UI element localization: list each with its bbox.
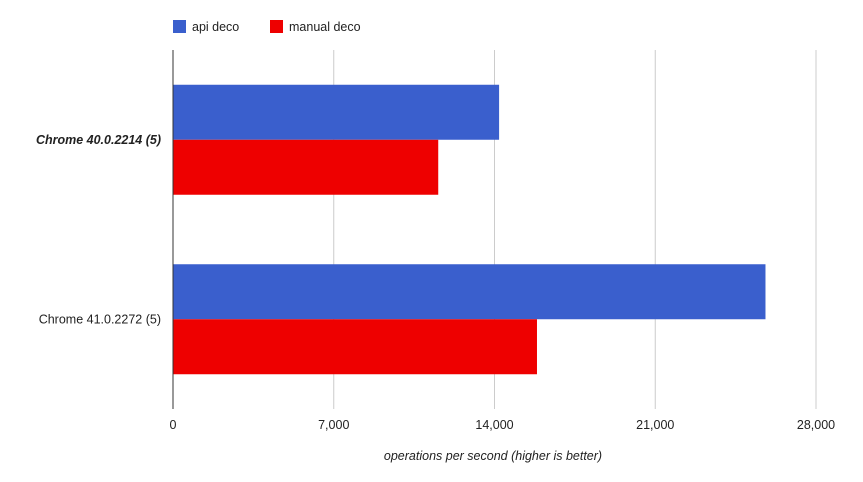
- x-tick-label-2: 7,000: [318, 418, 349, 432]
- x-tick-label-4: 21,000: [636, 418, 674, 432]
- bar-api-deco-1: [173, 84, 500, 140]
- bars: [173, 84, 766, 375]
- category-label-2: Chrome 41.0.2272 (5): [39, 312, 161, 326]
- x-tick-label-3: 14,000: [475, 418, 513, 432]
- category-labels: Chrome 40.0.2214 (5) Chrome 41.0.2272 (5): [36, 133, 161, 327]
- legend-swatch-2: [270, 20, 283, 33]
- legend-swatch-1: [173, 20, 186, 33]
- x-tick-label-1: 0: [170, 418, 177, 432]
- legend: api deco manual deco: [173, 20, 361, 34]
- legend-label-1: api deco: [192, 20, 239, 34]
- bar-manual-deco-1: [173, 139, 439, 195]
- legend-label-2: manual deco: [289, 20, 361, 34]
- category-label-1: Chrome 40.0.2214 (5): [36, 133, 161, 147]
- x-tick-label-5: 28,000: [797, 418, 835, 432]
- x-tick-labels: 0 7,000 14,000 21,000 28,000: [170, 418, 836, 432]
- bar-manual-deco-2: [173, 319, 537, 375]
- x-axis-title: operations per second (higher is better): [384, 449, 602, 463]
- bar-api-deco-2: [173, 264, 766, 320]
